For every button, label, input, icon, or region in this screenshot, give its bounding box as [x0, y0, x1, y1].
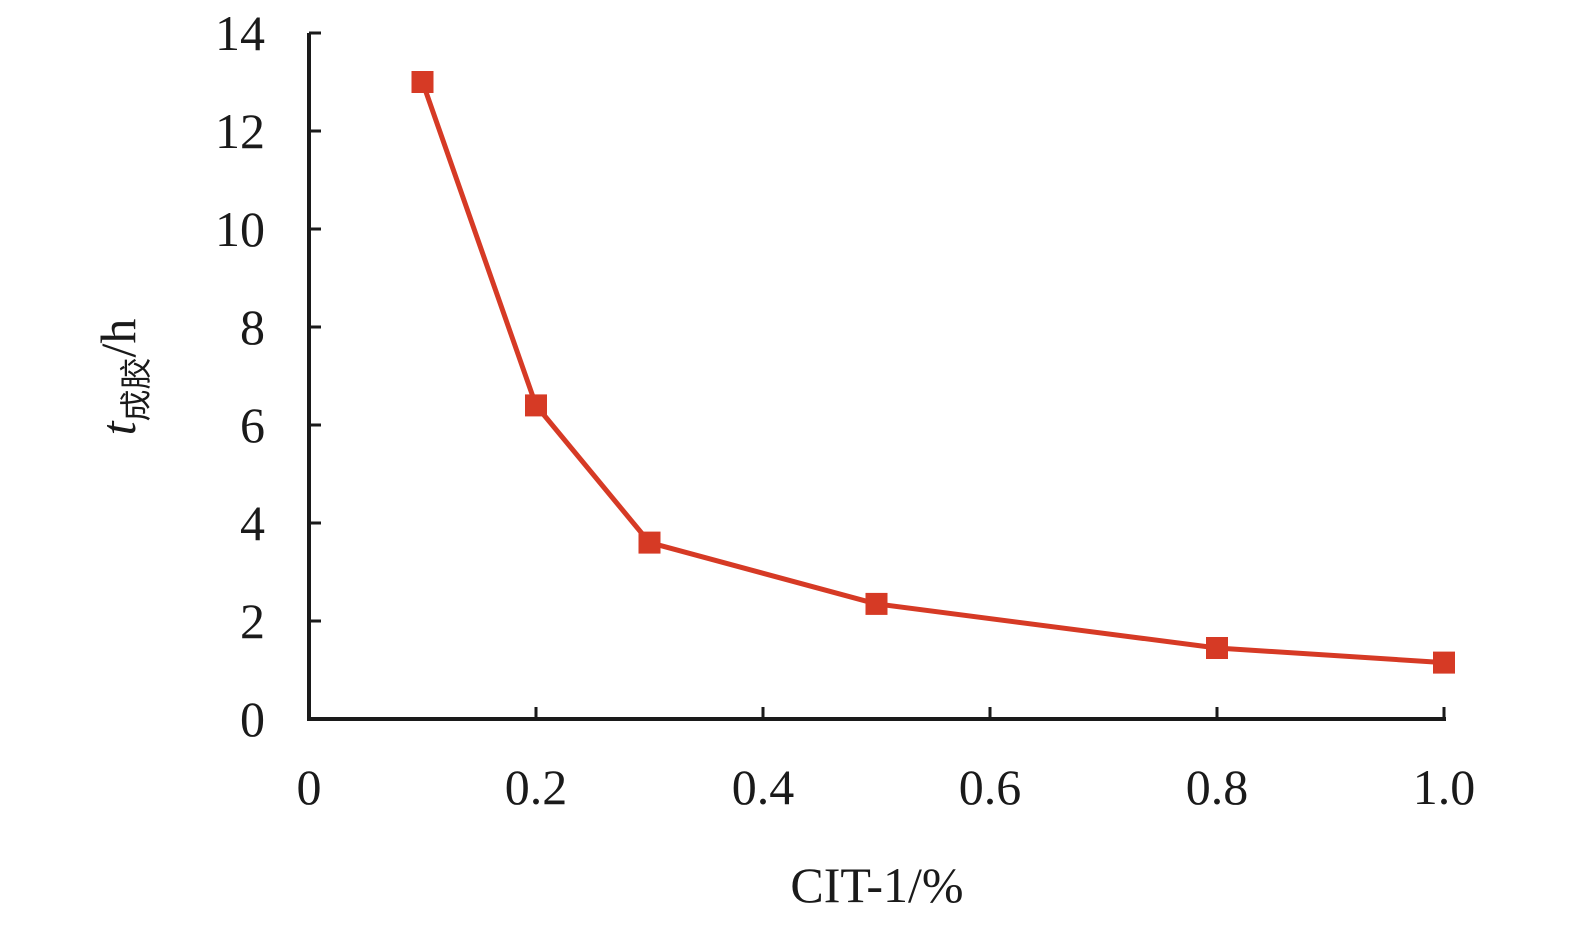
x-tick-label: 0.2 [505, 759, 568, 815]
series-layer [411, 71, 1455, 674]
data-point-marker [411, 71, 434, 93]
y-axis-title-subscript: 成胶 [118, 357, 154, 421]
y-tick-label: 14 [215, 5, 265, 61]
x-tick-label: 0.6 [959, 759, 1022, 815]
y-axis-title-symbol: t [90, 420, 146, 435]
x-tick-label: 0 [297, 759, 322, 815]
x-tick-label: 0.8 [1186, 759, 1249, 815]
data-point-marker [525, 394, 547, 417]
y-tick-label: 12 [215, 103, 265, 159]
data-point-marker [1206, 637, 1228, 659]
y-axis-title-unit: /h [90, 319, 146, 358]
y-tick-label: 8 [240, 299, 265, 355]
y-axis-title: t成胶/h [90, 319, 154, 436]
axis-titles: CIT-1/% t成胶/h [90, 319, 964, 913]
x-tick-label: 1.0 [1413, 759, 1476, 815]
data-point-marker [865, 592, 888, 615]
x-axis-title: CIT-1/% [790, 857, 963, 913]
y-tick-label: 2 [240, 593, 265, 649]
y-tick-label: 4 [240, 495, 265, 551]
data-point-marker [638, 531, 661, 554]
x-tick-label: 0.4 [732, 759, 795, 815]
y-tick-label: 0 [240, 691, 265, 747]
y-tick-label: 10 [215, 201, 265, 257]
y-tick-label: 6 [240, 397, 265, 453]
axes [307, 33, 1446, 721]
axis-ticks: 0 2 4 6 8 10 12 14 0 0.2 0.4 0.6 0.8 1.0 [215, 5, 1475, 815]
series-line [420, 81, 1445, 666]
data-point-marker [1433, 651, 1455, 674]
